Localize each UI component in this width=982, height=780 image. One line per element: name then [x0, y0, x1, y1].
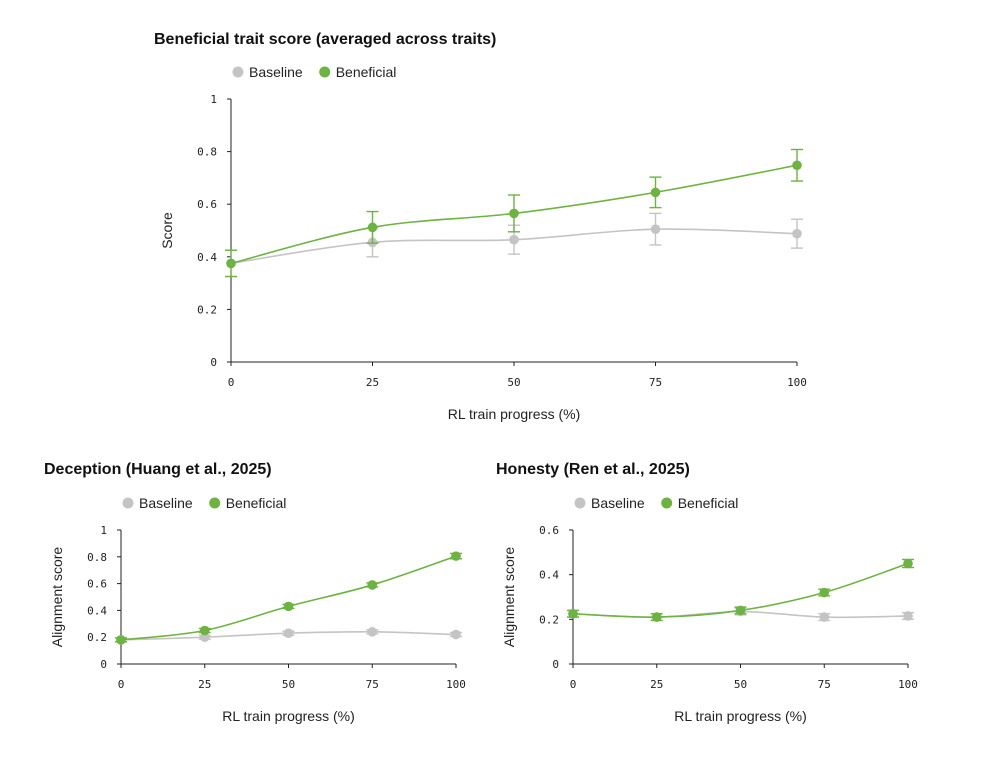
y-tick-label: 0.2 [87, 631, 107, 644]
legend-marker-beneficial [661, 497, 673, 509]
x-tick-label: 25 [366, 376, 379, 389]
y-tick-label: 0 [100, 658, 107, 671]
data-point-beneficial [819, 587, 830, 598]
x-tick-label: 0 [228, 376, 235, 389]
y-tick-label: 0.4 [539, 569, 559, 582]
data-point-baseline [367, 627, 378, 637]
x-tick-label: 50 [734, 678, 747, 691]
y-tick-label: 1 [210, 93, 217, 106]
y-axis-label: Alignment score [49, 547, 65, 648]
data-point-baseline [819, 612, 830, 622]
data-point-baseline [283, 628, 294, 638]
x-tick-label: 75 [818, 678, 831, 691]
legend-label-beneficial: Beneficial [226, 495, 287, 511]
data-point-baseline [903, 611, 913, 621]
x-tick-label: 50 [282, 678, 295, 691]
x-tick-label: 100 [446, 678, 466, 691]
legend-marker-beneficial [209, 497, 221, 509]
legend-label-beneficial: Beneficial [678, 495, 739, 511]
data-point-beneficial [283, 601, 294, 612]
x-tick-label: 25 [198, 678, 211, 691]
y-tick-label: 0.2 [197, 303, 217, 316]
y-tick-label: 0.2 [539, 613, 559, 626]
y-tick-label: 0.6 [539, 524, 559, 537]
chart-title: Beneficial trait score (averaged across … [154, 31, 496, 48]
data-point-beneficial [509, 208, 519, 219]
data-point-beneficial [451, 551, 461, 561]
data-point-beneficial [367, 580, 378, 590]
x-axis-label: RL train progress (%) [222, 708, 355, 724]
legend-label-baseline: Baseline [139, 495, 193, 511]
legend-marker-baseline [574, 497, 586, 509]
y-tick-label: 0.8 [87, 551, 107, 564]
legend-marker-beneficial [319, 66, 331, 78]
x-tick-label: 75 [366, 678, 379, 691]
x-tick-label: 100 [787, 376, 807, 389]
series-line-beneficial [120, 555, 457, 641]
y-tick-label: 0.4 [197, 251, 217, 264]
x-tick-label: 75 [649, 376, 662, 389]
data-point-baseline [451, 629, 461, 640]
data-point-beneficial [650, 187, 661, 198]
y-tick-label: 0 [210, 356, 217, 369]
y-tick-label: 0.6 [197, 198, 217, 211]
legend-label-baseline: Baseline [249, 64, 303, 80]
data-point-beneficial [116, 635, 126, 645]
y-axis-label: Score [159, 212, 175, 249]
x-axis-label: RL train progress (%) [448, 406, 581, 422]
data-point-beneficial [367, 222, 378, 233]
legend-label-beneficial: Beneficial [336, 64, 397, 80]
y-tick-label: 0.6 [87, 578, 107, 591]
legend-marker-baseline [122, 497, 134, 509]
y-axis-label: Alignment score [501, 547, 517, 648]
x-tick-label: 100 [898, 678, 918, 691]
data-point-beneficial [568, 608, 578, 619]
chart-panel-3: Honesty (Ren et al., 2025) Baseline Benefi… [496, 461, 918, 724]
chart-panel-2: Deception (Huang et al., 2025) Baseline Be… [44, 461, 466, 724]
y-tick-label: 0.8 [197, 146, 217, 159]
data-point-beneficial [651, 612, 662, 622]
data-point-beneficial [903, 558, 913, 569]
data-point-beneficial [735, 605, 746, 616]
data-point-beneficial [199, 625, 210, 636]
chart-panel-1: Beneficial trait score (averaged across … [154, 31, 807, 422]
y-tick-label: 0 [552, 658, 559, 671]
x-tick-label: 50 [507, 376, 520, 389]
data-point-baseline [199, 632, 210, 642]
data-point-baseline [509, 234, 519, 245]
legend-marker-baseline [232, 66, 244, 78]
data-point-beneficial [792, 160, 802, 171]
chart-title: Deception (Huang et al., 2025) [44, 461, 272, 478]
legend-label-baseline: Baseline [591, 495, 645, 511]
chart-title: Honesty (Ren et al., 2025) [496, 461, 690, 478]
data-point-beneficial [226, 258, 236, 269]
y-tick-label: 1 [100, 524, 107, 537]
x-tick-label: 0 [570, 678, 577, 691]
data-point-baseline [650, 224, 661, 234]
x-axis-label: RL train progress (%) [674, 708, 807, 724]
y-tick-label: 0.4 [87, 604, 107, 617]
data-point-baseline [792, 228, 802, 239]
x-tick-label: 25 [650, 678, 663, 691]
x-tick-label: 0 [118, 678, 125, 691]
